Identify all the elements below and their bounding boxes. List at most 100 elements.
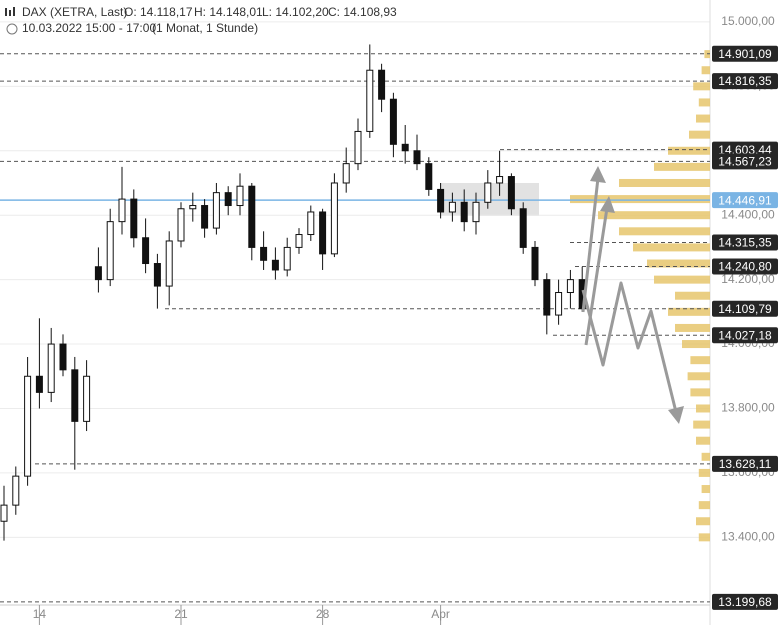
x-tick-label: 14 [33,607,47,621]
candle-body [236,185,244,207]
candle-body [543,279,551,316]
header-value: L: 14.102,20 [262,5,329,19]
volume-bar [689,130,710,139]
price-box [712,455,778,472]
arrow-head [668,406,684,424]
volume-bar [570,195,710,204]
title: DAX (XETRA, Last) [22,5,127,19]
price-box [712,593,778,610]
scenario-arrows [581,177,678,413]
candle-body [437,188,445,213]
candle-body [177,208,185,242]
volume-bar [690,356,710,365]
arrow-down [581,281,678,413]
plot [0,0,711,625]
candle-body [94,266,102,281]
volume-bar [693,420,710,429]
icon [9,10,11,16]
candle-body [531,246,539,281]
candle-body [319,211,327,255]
header: DAX (XETRA, Last) O: 14.118,17 H: 14.148… [5,5,397,35]
volume-bar [690,388,710,397]
candle-body [389,98,397,145]
candle-body [460,201,468,223]
price-box-label: 14.109,79 [718,302,772,316]
price-box-label: 14.446,91 [718,193,772,207]
header-value: C: 14.108,93 [328,5,397,19]
volume-bar [675,291,710,300]
y-tick-label: 13.400,00 [721,530,775,544]
candle-body [366,69,374,132]
price-box [712,73,778,90]
volume-bar [654,275,710,284]
candle-body [118,198,126,223]
candle-body [378,69,386,100]
candle-body [189,205,197,210]
candle-body [201,205,209,229]
price-box-label: 14.567,23 [718,154,772,168]
volume-bar [687,372,710,381]
candle-body [24,375,32,477]
price-box-label: 14.027,18 [718,328,772,342]
volume-bar [654,162,710,171]
volume-bar [701,66,710,75]
volume-bar [619,227,710,236]
candle-body [425,163,433,190]
volume-bar [698,533,710,542]
candle-body [401,143,409,152]
candle-body [484,182,492,203]
volume-bar [598,211,710,220]
candle-body [507,176,515,210]
candle-body [271,259,279,271]
volume-bar [647,259,710,268]
price-box-label: 13.628,11 [719,457,772,471]
price-box-label: 14.240,80 [718,260,772,274]
candle-body [165,240,173,287]
y-tick-label: 14.200,00 [721,272,775,286]
price-box-label: 14.315,35 [718,236,772,250]
icon [13,7,15,16]
volume-bar [696,436,710,445]
candle-body [283,246,291,271]
y-tick-label: 15.000,00 [721,14,775,28]
price-box [712,153,778,170]
candle-body [448,201,456,213]
candle-body [0,504,8,522]
candle-body [260,246,268,261]
header-value: H: 14.148,01 [194,5,263,19]
price-box [712,192,778,209]
volume-bar [696,517,710,526]
subtitle: 10.03.2022 15:00 - 17:00 [22,21,156,35]
price-box [712,234,778,251]
candle-body [153,263,161,287]
x-tick-label: Apr [431,607,450,621]
arrow-up-2 [584,207,609,346]
candle-body [224,192,232,207]
period: (1 Monat, 1 Stunde) [152,21,258,35]
volume-bar [701,452,710,461]
price-box [712,327,778,344]
arrow-head [600,196,615,213]
candle-body [566,279,574,294]
volume-bar [696,404,710,413]
candle-body [342,163,350,184]
price-box [712,300,778,317]
volume-bar [693,82,710,91]
candle-body [307,211,315,236]
header-value: O: 14.118,17 [124,5,193,19]
volume-bar [698,468,710,477]
volume-bar [696,114,710,123]
x-tick-label: 21 [174,607,188,621]
volume-bar [682,340,710,349]
price-box [712,258,778,275]
x-tick-label: 28 [316,607,330,621]
volume-bar [668,146,710,155]
volume-bar [698,501,710,510]
price-box-label: 14.816,35 [718,74,772,88]
candle-body [248,185,256,248]
candle-body [106,221,114,281]
candle-body [330,182,338,255]
price-box-label: 13.199,68 [718,595,772,609]
